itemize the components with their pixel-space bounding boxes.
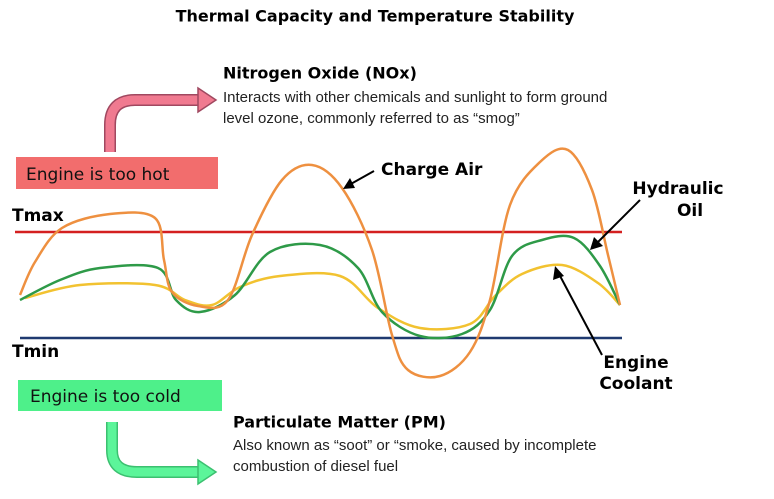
coolant-label: Coolant: [599, 374, 672, 394]
charge-air-label: Charge Air: [381, 160, 483, 180]
cold-box: [18, 380, 222, 411]
title: Thermal Capacity and Temperature Stabili…: [176, 7, 575, 26]
yellow-curve: [24, 263, 621, 331]
nox-arrow-outline: [104, 94, 200, 152]
hot-box-label: Engine is too hot: [26, 165, 170, 185]
pm-line: combustion of diesel fuel: [233, 458, 398, 475]
hydraulic-label: Oil: [677, 201, 703, 221]
hot-box: [16, 157, 218, 189]
pointer-head: [553, 266, 564, 280]
nox-arrow: [105, 95, 200, 152]
pm-title: Particulate Matter (PM): [233, 413, 446, 432]
coolant-label: Engine: [603, 353, 668, 373]
pointer: [558, 273, 603, 356]
nox-title: Nitrogen Oxide (NOx): [223, 64, 417, 83]
green-curve: [19, 234, 622, 340]
pointer-head: [590, 237, 603, 250]
pointer-head: [343, 178, 355, 189]
nox-line: level ozone, commonly referred to as “sm…: [223, 110, 520, 127]
pm-arrow-outline: [106, 422, 200, 478]
tmax-label: Tmax: [12, 206, 64, 226]
nox-line: Interacts with other chemicals and sunli…: [223, 89, 607, 106]
nox-arrow-head: [197, 86, 218, 114]
curves: [18, 147, 622, 379]
tmin-label: Tmin: [12, 342, 59, 362]
hydraulic-label: Hydraulic: [632, 179, 723, 199]
pointer: [348, 170, 375, 186]
pointer: [596, 199, 641, 244]
pm-arrow: [107, 422, 200, 477]
pm-line: Also known as “soot” or “smoke, caused b…: [233, 437, 597, 454]
cold-box-label: Engine is too cold: [30, 387, 181, 407]
pm-arrow-head: [197, 458, 218, 486]
orange-curve: [18, 147, 622, 379]
